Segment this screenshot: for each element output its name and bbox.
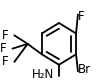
Text: F: F — [2, 55, 9, 68]
Text: Br: Br — [78, 63, 91, 76]
Text: F: F — [2, 29, 9, 42]
Text: F: F — [78, 10, 85, 23]
Text: F: F — [0, 42, 7, 55]
Text: H₂N: H₂N — [32, 68, 54, 81]
